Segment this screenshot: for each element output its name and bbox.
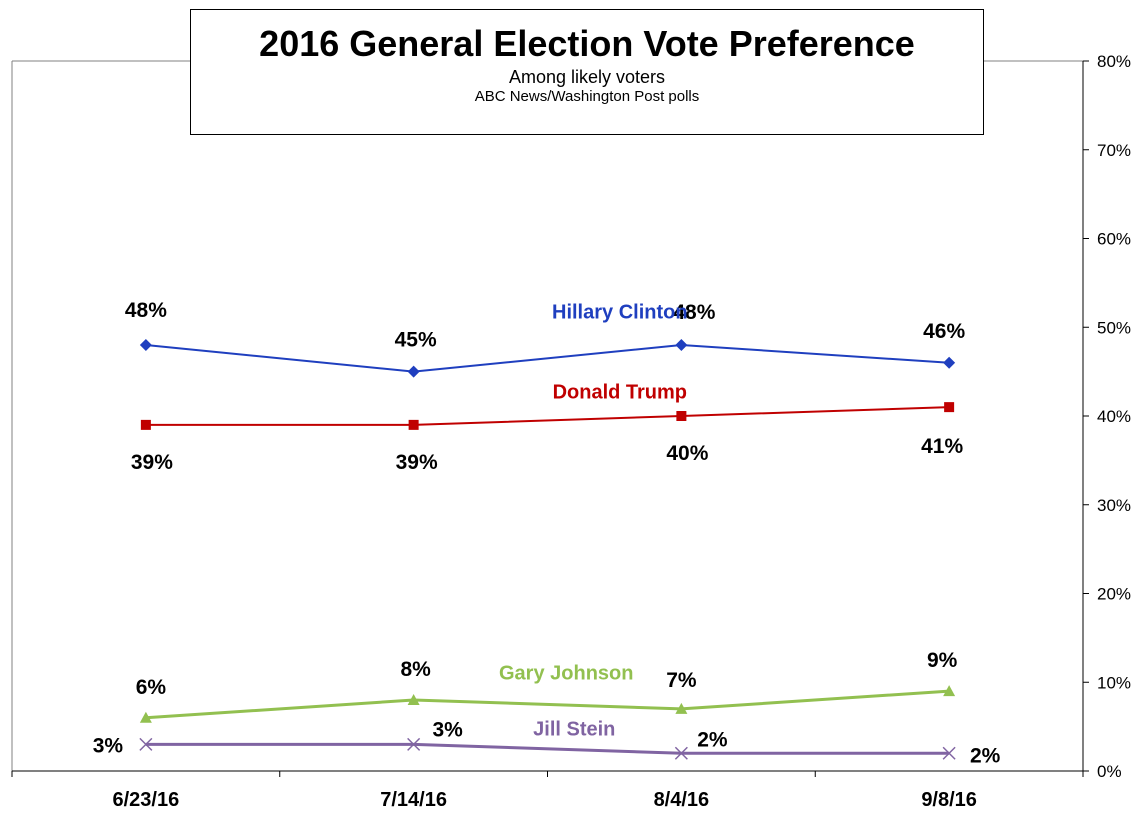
data-point-marker: [943, 356, 956, 369]
x-tick-label: 8/4/16: [654, 789, 710, 810]
data-point-marker: [675, 702, 688, 714]
data-label: 45%: [395, 329, 437, 352]
series-line: [145, 406, 950, 426]
data-label: 3%: [93, 734, 124, 757]
chart-subtitle: Among likely voters: [508, 67, 666, 87]
data-point-marker: [407, 365, 420, 378]
data-label: 2%: [970, 744, 1001, 767]
data-label: 39%: [131, 451, 173, 474]
y-tick-label: 30%: [1097, 496, 1131, 515]
data-point-marker: [139, 711, 152, 723]
data-point-marker: [139, 339, 152, 351]
data-point-marker: [675, 339, 688, 351]
series-name-label: Hillary Clinton: [552, 301, 688, 323]
y-tick-label: 50%: [1097, 318, 1131, 337]
x-tick-label: 7/14/16: [380, 789, 447, 810]
data-point-marker: [140, 419, 151, 430]
data-label: 41%: [921, 435, 963, 458]
y-tick-label: 40%: [1097, 407, 1131, 426]
data-label: 46%: [923, 320, 965, 343]
chart-source: ABC News/Washington Post polls: [474, 88, 700, 105]
data-point-marker: [139, 737, 153, 751]
series-line: [145, 742, 950, 755]
chart-title: 2016 General Election Vote Preference: [259, 23, 915, 64]
series-name-label: Donald Trump: [553, 381, 687, 403]
series-name-label: Jill Stein: [533, 719, 615, 741]
data-point-marker: [944, 402, 955, 413]
data-label: 6%: [136, 676, 167, 699]
data-label: 8%: [400, 658, 431, 681]
y-tick-label: 60%: [1097, 230, 1131, 249]
y-tick-label: 70%: [1097, 141, 1131, 160]
data-point-marker: [676, 411, 687, 421]
series-name-label: Gary Johnson: [499, 663, 633, 685]
data-label: 40%: [666, 442, 708, 465]
data-point-marker: [943, 685, 956, 697]
data-label: 7%: [666, 669, 697, 692]
y-tick-label: 80%: [1097, 52, 1131, 71]
data-point-marker: [407, 694, 420, 705]
y-tick-label: 10%: [1097, 673, 1131, 692]
title-box: 2016 General Election Vote Preference Am…: [190, 9, 984, 135]
data-label: 48%: [673, 301, 715, 324]
data-label: 9%: [927, 649, 958, 672]
data-label: 3%: [432, 718, 463, 741]
data-point-marker: [407, 737, 421, 751]
data-point-marker: [408, 419, 419, 430]
data-label: 39%: [396, 451, 438, 474]
x-tick-label: 9/8/16: [921, 789, 977, 810]
y-tick-label: 20%: [1097, 585, 1131, 604]
data-point-marker: [942, 746, 956, 760]
y-tick-label: 0%: [1097, 762, 1122, 781]
series-line: [145, 343, 950, 373]
data-point-marker: [674, 746, 688, 760]
series-line: [145, 689, 950, 720]
data-label: 2%: [697, 728, 728, 751]
data-label: 48%: [125, 299, 167, 322]
x-tick-label: 6/23/16: [113, 789, 180, 810]
